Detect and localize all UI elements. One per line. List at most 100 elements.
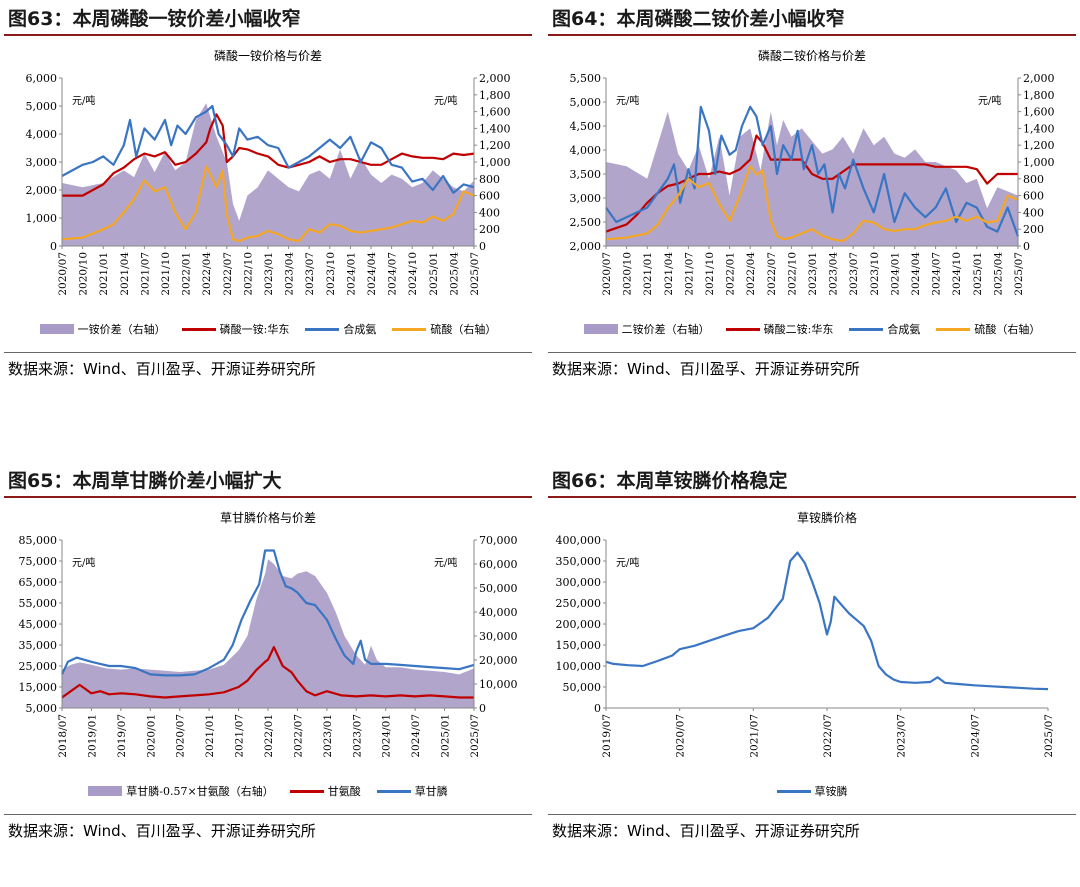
right-tick-label: 30,000 <box>479 630 518 643</box>
left-tick-label: 100,000 <box>556 660 602 673</box>
series-line <box>62 113 475 197</box>
left-tick-label: 0 <box>50 240 57 253</box>
x-tick-label: 2025/04 <box>448 252 460 296</box>
x-tick-label: 2022/01 <box>263 714 275 758</box>
figure-panel-63: 图63：本周磷酸一铵价差小幅收窄 磷酸一铵价格与价差 0 1,000 2,000 3,0… <box>4 0 532 425</box>
x-tick-label: 2020/10 <box>78 252 90 296</box>
legend-item: 硫酸（右轴） <box>392 321 496 337</box>
x-tick-label: 2021/07 <box>139 252 151 296</box>
left-unit-label: 元/吨 <box>72 94 95 107</box>
left-tick-label: 3,000 <box>26 156 58 169</box>
source-rule <box>548 814 1076 815</box>
legend-swatch-line <box>776 789 811 793</box>
figure-title: 图63：本周磷酸一铵价差小幅收窄 <box>8 8 301 30</box>
legend-item: 草甘膦-0.57×甘氨酸（右轴） <box>88 783 274 799</box>
left-tick-label: 50,000 <box>563 681 602 694</box>
right-tick-label: 10,000 <box>479 678 518 691</box>
legend-swatch-line <box>289 789 324 793</box>
legend-label: 硫酸（右轴） <box>974 323 1041 336</box>
right-tick-label: 50,000 <box>479 582 518 595</box>
right-tick-label: 0 <box>479 240 486 253</box>
right-tick-label: 60,000 <box>479 558 518 571</box>
right-tick-label: 800 <box>1023 173 1044 186</box>
left-tick-label: 25,000 <box>19 660 58 673</box>
x-tick-label: 2022/01 <box>725 252 737 296</box>
x-tick-label: 2021/07 <box>748 714 760 758</box>
chart-phosphate-di: 磷酸二铵价格与价差 2,000 2,500 3,000 3,500 4,000 4,500 5… <box>570 48 1055 296</box>
right-tick-label: 1,800 <box>1023 89 1055 102</box>
right-tick-label: 600 <box>1023 190 1044 203</box>
right-tick-label: 2,000 <box>1023 72 1055 85</box>
x-tick-label: 2018/07 <box>57 714 69 758</box>
legend-label: 草铵膦 <box>814 785 848 798</box>
x-tick-label: 2022/07 <box>292 714 304 758</box>
left-tick-label: 5,500 <box>570 72 602 85</box>
legend-item: 合成氨 <box>849 321 920 337</box>
title-rule <box>548 34 1076 36</box>
legend-label: 磷酸一铵:华东 <box>219 323 290 336</box>
right-tick-label: 1,800 <box>479 89 511 102</box>
left-tick-label: 350,000 <box>556 555 602 568</box>
right-tick-label: 1,000 <box>1023 156 1055 169</box>
x-tick-label: 2023/04 <box>828 252 840 296</box>
left-tick-label: 15,000 <box>19 681 58 694</box>
x-tick-label: 2022/07 <box>222 252 234 296</box>
x-tick-label: 2023/07 <box>351 714 363 758</box>
x-tick-label: 2019/07 <box>116 714 128 758</box>
legend-label: 合成氨 <box>343 323 377 336</box>
source-rule <box>4 352 532 353</box>
legend-label: 甘氨酸 <box>327 785 361 798</box>
x-tick-label: 2021/01 <box>204 714 216 758</box>
x-tick-label: 2020/07 <box>601 252 613 296</box>
right-tick-label: 200 <box>479 223 500 236</box>
legend-label: 合成氨 <box>887 323 921 336</box>
legend-swatch-line <box>725 327 760 331</box>
x-tick-label: 2019/01 <box>86 714 98 758</box>
left-tick-label: 3,000 <box>570 192 602 205</box>
legend-item: 二铵价差（右轴） <box>583 321 710 337</box>
left-tick-label: 5,000 <box>26 100 58 113</box>
x-tick-label: 2022/07 <box>822 714 834 758</box>
left-tick-label: 55,000 <box>19 597 58 610</box>
legend-swatch-area <box>39 324 74 334</box>
right-tick-label: 0 <box>479 702 486 715</box>
x-tick-label: 2025/07 <box>469 252 481 296</box>
right-tick-label: 1,600 <box>479 106 511 119</box>
left-tick-label: 35,000 <box>19 639 58 652</box>
chart-legend: 草铵膦 <box>548 780 1076 802</box>
data-source: 数据来源：Wind、百川盈孚、开源证券研究所 <box>8 360 316 378</box>
legend-swatch-line <box>392 327 427 331</box>
series-line <box>61 549 475 677</box>
left-tick-label: 4,000 <box>26 128 58 141</box>
x-tick-label: 2021/01 <box>642 252 654 296</box>
right-unit-label: 元/吨 <box>978 94 1001 107</box>
right-tick-label: 1,400 <box>1023 122 1055 135</box>
left-tick-label: 6,000 <box>26 72 58 85</box>
x-tick-label: 2024/07 <box>387 252 399 296</box>
x-tick-label: 2024/01 <box>381 714 393 758</box>
x-tick-label: 2019/07 <box>601 714 613 758</box>
x-tick-label: 2022/07 <box>766 252 778 296</box>
chart-phosphate-mono: 磷酸一铵价格与价差 0 1,000 2,000 3,000 4,000 5,000 6,000… <box>26 48 511 296</box>
x-tick-label: 2024/01 <box>889 252 901 296</box>
right-tick-label: 20,000 <box>479 654 518 667</box>
x-tick-label: 2024/07 <box>969 714 981 758</box>
left-unit-label: 元/吨 <box>616 94 639 107</box>
x-tick-label: 2023/01 <box>807 252 819 296</box>
legend-item: 一铵价差（右轴） <box>39 321 166 337</box>
data-source: 数据来源：Wind、百川盈孚、开源证券研究所 <box>8 822 316 840</box>
figure-panel-64: 图64：本周磷酸二铵价差小幅收窄 磷酸二铵价格与价差 2,000 2,500 3,00… <box>548 0 1076 425</box>
legend-swatch-line <box>376 789 411 793</box>
right-tick-label: 200 <box>1023 223 1044 236</box>
x-tick-label: 2024/01 <box>345 252 357 296</box>
right-tick-label: 1,400 <box>479 122 511 135</box>
x-tick-label: 2025/01 <box>428 252 440 296</box>
x-tick-label: 2024/04 <box>910 252 922 296</box>
chart-title: 磷酸一铵价格与价差 <box>214 48 322 63</box>
right-tick-label: 1,600 <box>1023 106 1055 119</box>
source-rule <box>548 352 1076 353</box>
x-tick-label: 2023/10 <box>869 252 881 296</box>
series-line <box>605 165 1019 243</box>
source-rule <box>4 814 532 815</box>
data-source: 数据来源：Wind、百川盈孚、开源证券研究所 <box>552 360 860 378</box>
